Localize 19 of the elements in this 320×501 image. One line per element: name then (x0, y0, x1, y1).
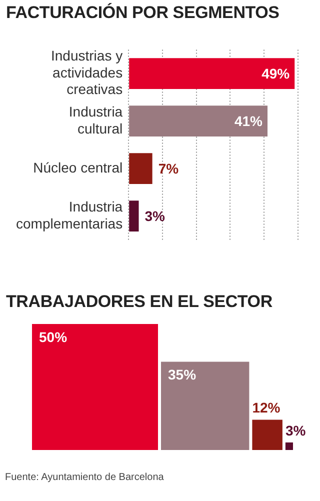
source-note: Fuente: Ayuntamiento de Barcelona (4, 471, 165, 483)
bar (129, 106, 268, 136)
data-label: 41% (234, 112, 264, 129)
y-tick-label: Industria complementarias (16, 198, 123, 232)
data-label: 50% (39, 328, 68, 345)
data-label: 3% (285, 422, 306, 438)
y-tick-label: Núcleo central (33, 159, 123, 176)
y-tick-label: Industria cultural (68, 104, 123, 136)
bar (129, 153, 152, 184)
data-label: 7% (158, 160, 180, 176)
text: TRABAJADORES EN EL SECTOR (5, 291, 274, 313)
bar (129, 58, 295, 89)
data-label: 49% (262, 65, 290, 82)
chart-title: FACTURACIÓN POR SEGMENTOS (5, 2, 280, 24)
bar (129, 200, 139, 232)
y-tick-label: Industrias y actividades creativas (51, 48, 123, 98)
data-label: 12% (252, 400, 281, 416)
data-label: 3% (144, 208, 166, 224)
data-label: 35% (168, 366, 197, 383)
